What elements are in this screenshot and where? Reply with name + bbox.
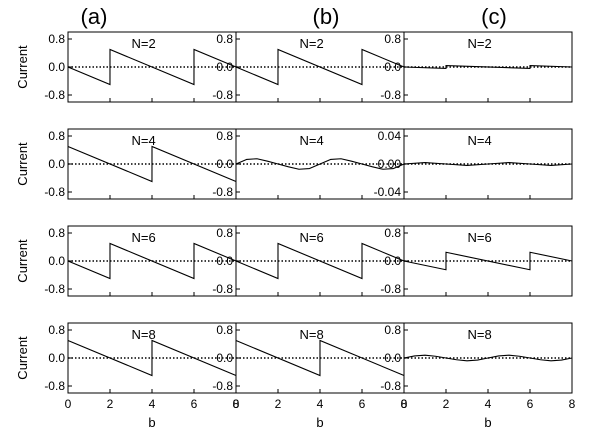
x-tick-label: 4 [485,397,492,411]
panel-annotation: N=6 [131,230,155,245]
y-tick-label: 0.00 [378,157,402,171]
panel-annotation: N=8 [467,327,491,342]
column-title-a: (a) [81,4,108,29]
y-tick-label: 0.8 [48,129,65,143]
panel-0-0: 0.8 0.0 -0.8 N=2 Current [15,31,237,103]
y-tick-label: 0.8 [384,323,401,337]
x-tick-label: 8 [569,397,576,411]
panel-1-0: 0.8 0.0 -0.8 N=4 Current [15,128,237,200]
panel-2-0: 0.8 0.0 -0.8 N=6 Current [15,225,237,297]
series-line [403,354,573,362]
y-axis-label: Current [15,142,30,186]
y-tick-label: -0.8 [380,88,401,102]
series-line [403,251,573,271]
panel-annotation: N=8 [131,327,155,342]
x-tick-label: 6 [527,397,534,411]
series-line [403,162,573,166]
panel-annotation: N=6 [299,230,323,245]
y-tick-label: 0.8 [48,32,65,46]
y-tick-label: -0.8 [212,185,233,199]
y-tick-label: 0.0 [216,254,233,268]
series-line [67,242,237,280]
series-line [67,48,237,86]
panel-annotation: N=2 [131,36,155,51]
panel-annotation: N=2 [299,36,323,51]
series-line [403,65,573,69]
y-tick-label: 0.8 [384,226,401,240]
y-tick-label: 0.0 [216,60,233,74]
x-tick-label: 2 [275,397,282,411]
y-tick-label: -0.8 [44,185,65,199]
x-tick-label: 2 [443,397,450,411]
panel-annotation: N=4 [131,133,155,148]
y-tick-label: 0.0 [48,157,65,171]
y-tick-label: -0.8 [44,88,65,102]
x-tick-label: 4 [149,397,156,411]
panel-3-2: 0.8 0.0 -0.80 2 4 6 8 N=8 b [380,322,576,430]
y-tick-label: -0.8 [212,379,233,393]
series-line [235,48,405,86]
panels: 0.8 0.0 -0.8 N=2 Current 0.8 0.0 -0.8 N=2 0.8 0.0 -… [15,31,576,430]
column-title-c: (c) [481,4,507,29]
x-axis-label: b [148,415,155,430]
panel-2-1: 0.8 0.0 -0.8 N=6 [212,225,405,297]
panel-annotation: N=8 [299,327,323,342]
y-tick-label: 0.04 [378,129,402,143]
y-tick-label: 0.0 [48,351,65,365]
y-tick-label: -0.8 [380,379,401,393]
y-tick-label: 0.8 [216,129,233,143]
series-line [235,339,405,377]
y-tick-label: 0.0 [48,60,65,74]
series-line [235,242,405,280]
y-tick-label: -0.8 [380,282,401,296]
column-title-b: (b) [313,4,340,29]
y-tick-label: -0.8 [212,88,233,102]
panel-2-2: 0.8 0.0 -0.8 N=6 [380,225,573,297]
y-tick-label: 0.0 [48,254,65,268]
panel-annotation: N=4 [467,133,491,148]
x-tick-label: 4 [317,397,324,411]
y-tick-label: 0.0 [384,254,401,268]
x-tick-label: 2 [107,397,114,411]
y-axis-label: Current [15,336,30,380]
panel-3-1: 0.80.0-0.80 2 4 6 8N=8b [212,322,408,430]
y-tick-label: -0.8 [44,379,65,393]
panel-annotation: N=2 [467,36,491,51]
y-tick-label: 0.8 [216,323,233,337]
series-line [235,158,405,170]
series-line [67,145,237,183]
y-tick-label: 0.0 [216,157,233,171]
x-tick-label: 8 [401,397,408,411]
panel-0-1: 0.8 0.0 -0.8 N=2 [212,31,405,103]
y-tick-label: 0.8 [48,226,65,240]
y-tick-label: 0.8 [48,323,65,337]
x-axis-label: b [316,415,323,430]
y-tick-label: -0.04 [374,185,402,199]
y-tick-label: 0.0 [384,60,401,74]
panel-0-2: 0.8 0.0 -0.8 N=2 [380,31,573,103]
y-tick-label: 0.0 [216,351,233,365]
x-tick-label: 0 [233,397,240,411]
x-tick-label: 8 [233,397,240,411]
x-tick-label: 6 [359,397,366,411]
y-axis-label: Current [15,239,30,283]
y-tick-label: 0.8 [216,226,233,240]
y-tick-label: -0.8 [212,282,233,296]
panel-annotation: N=4 [299,133,323,148]
y-tick-label: 0.8 [384,32,401,46]
y-tick-label: 0.0 [384,351,401,365]
y-tick-label: -0.8 [44,282,65,296]
x-axis-label: b [484,415,491,430]
x-tick-label: 6 [191,397,198,411]
y-axis-label: Current [15,45,30,89]
panel-annotation: N=6 [467,230,491,245]
panel-1-2: 0.04 0.00 -0.04 N=4 [374,128,573,200]
x-tick-label: 0 [65,397,72,411]
x-tick-label: 0 [401,397,408,411]
y-tick-label: 0.8 [216,32,233,46]
series-line [67,339,237,377]
